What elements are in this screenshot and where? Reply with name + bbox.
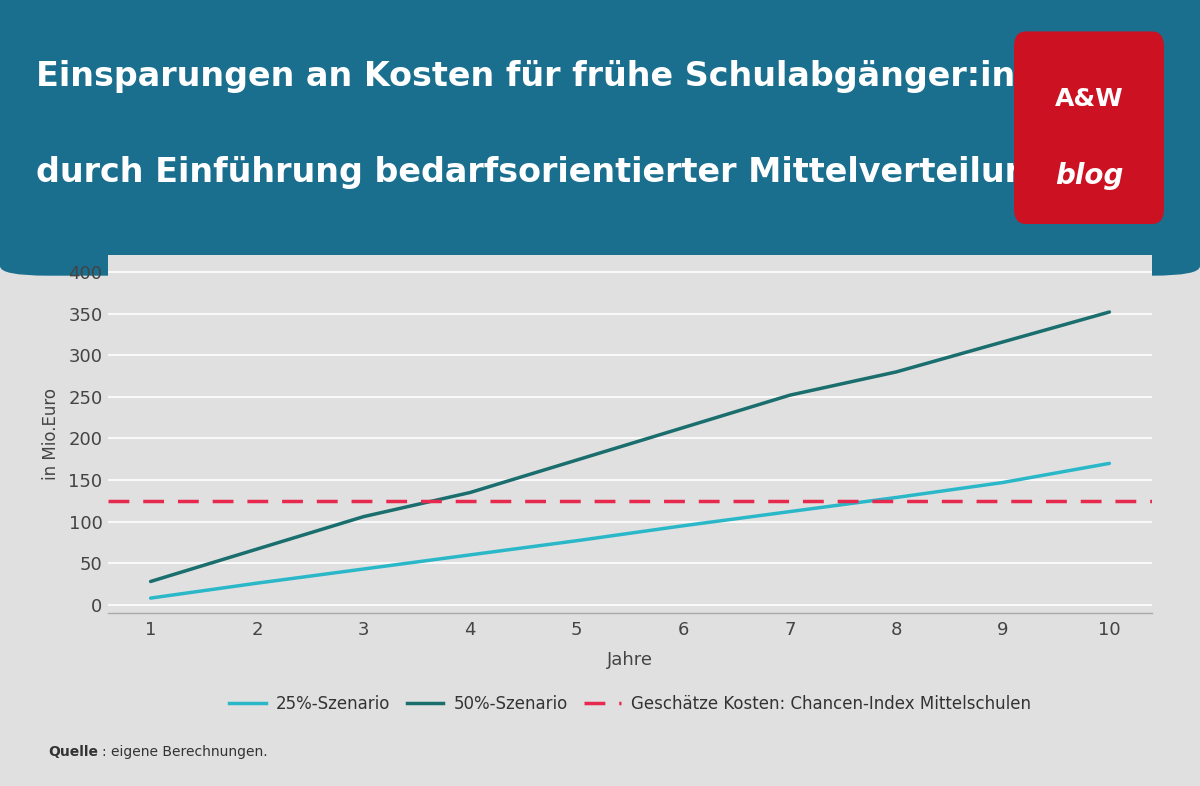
Text: blog: blog [1055, 162, 1123, 190]
X-axis label: Jahre: Jahre [607, 651, 653, 669]
Text: Quelle: Quelle [48, 745, 98, 759]
FancyBboxPatch shape [0, 0, 1200, 276]
Text: durch Einführung bedarfsorientierter Mittelverteilung: durch Einführung bedarfsorientierter Mit… [36, 156, 1052, 189]
Text: A&W: A&W [1055, 86, 1123, 111]
Y-axis label: in Mio.Euro: in Mio.Euro [42, 388, 60, 480]
FancyBboxPatch shape [1014, 31, 1164, 224]
Text: : eigene Berechnungen.: : eigene Berechnungen. [102, 745, 268, 759]
Text: Einsparungen an Kosten für frühe Schulabgänger:innen: Einsparungen an Kosten für frühe Schulab… [36, 61, 1085, 94]
Legend: 25%-Szenario, 50%-Szenario, Geschätze Kosten: Chancen-Index Mittelschulen: 25%-Szenario, 50%-Szenario, Geschätze Ko… [222, 688, 1038, 719]
